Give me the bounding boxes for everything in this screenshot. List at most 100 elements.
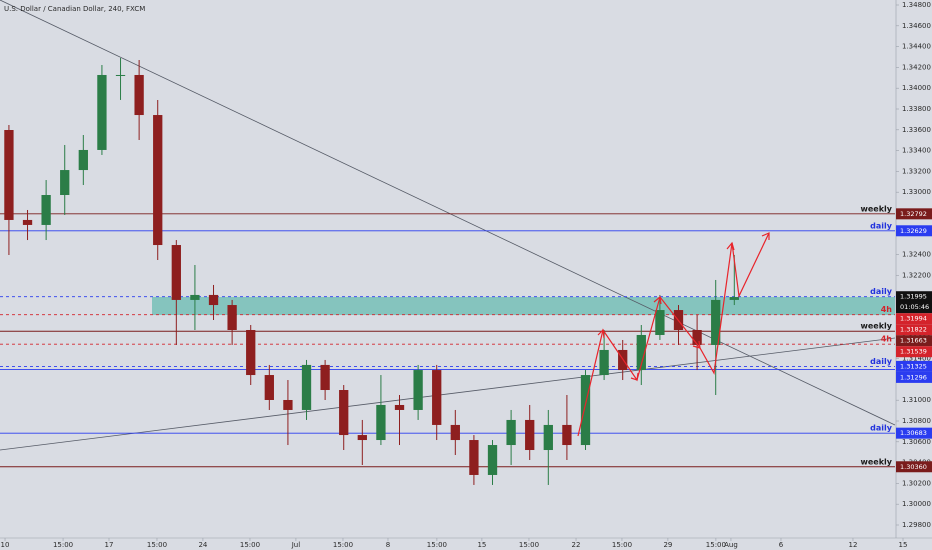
price-tag	[896, 360, 932, 372]
level-label: 4h	[881, 305, 893, 314]
candle-body	[711, 299, 721, 345]
price-tag-label: 1.30683	[900, 429, 927, 437]
x-tick-label: 15:00	[333, 541, 353, 549]
candle-body	[320, 364, 330, 391]
x-tick-label: 8	[386, 541, 390, 549]
x-tick-label: 29	[663, 541, 672, 549]
x-tick-label: 17	[105, 541, 114, 549]
candle-body	[134, 74, 144, 116]
x-tick-label: 10	[1, 541, 10, 549]
candle-body	[562, 424, 572, 446]
candle-body	[580, 375, 591, 446]
candle-body	[41, 195, 51, 225]
candle-body	[246, 329, 256, 376]
y-tick-label: 1.33200	[902, 167, 931, 175]
arrow-head	[761, 232, 770, 240]
y-tick-label: 1.31400	[902, 355, 931, 363]
price-tag-label: 1.31822	[900, 326, 927, 334]
x-tick-label: 15:00	[427, 541, 447, 549]
y-tick-label: 1.30800	[902, 417, 931, 425]
y-tick-label: 1.33800	[902, 105, 931, 113]
price-tag-label: 1.31296	[900, 373, 927, 381]
y-tick-label: 1.33000	[902, 188, 931, 196]
price-tag-label: 1.31995	[900, 293, 927, 301]
y-tick-label: 1.30000	[902, 500, 931, 508]
x-tick-label: 15:00	[240, 541, 260, 549]
candle-body	[97, 74, 107, 150]
x-tick-label: 22	[572, 541, 581, 549]
candle-body	[153, 115, 163, 246]
y-tick-label: 1.30600	[902, 438, 931, 446]
arrow-head	[630, 372, 639, 381]
price-tag	[896, 461, 932, 473]
level-label: weekly	[860, 204, 892, 213]
candle-body	[692, 329, 702, 345]
y-tick-label: 1.32200	[902, 271, 931, 279]
candle-body	[543, 424, 553, 451]
price-tag	[896, 346, 932, 358]
demand-zone	[152, 297, 895, 315]
x-tick-label: 24	[198, 541, 207, 549]
x-tick-label: 15	[899, 541, 908, 549]
y-tick-label: 1.33400	[902, 147, 931, 155]
x-tick-label: 15:00	[612, 541, 632, 549]
price-tag-label: 1.31539	[900, 348, 927, 356]
candle-body	[22, 219, 33, 225]
trend-line	[0, 0, 896, 426]
y-tick-label: 1.31000	[902, 396, 931, 404]
candle-body	[636, 334, 646, 371]
candle-body	[525, 419, 535, 451]
y-tick-label: 1.29800	[902, 521, 931, 529]
candle-body	[357, 435, 367, 441]
arrow-head	[597, 328, 605, 339]
price-tag	[896, 371, 932, 383]
candle-body	[729, 297, 739, 300]
candle-body	[60, 170, 70, 196]
candle-body	[115, 74, 126, 76]
level-label: 4h	[881, 335, 893, 344]
price-tag-label: 1.31994	[900, 315, 927, 323]
price-tag-label: 1.31325	[900, 362, 927, 370]
candle-body	[264, 375, 274, 400]
candle-body	[283, 399, 293, 410]
arrow-head	[726, 241, 735, 251]
candle-body	[432, 370, 442, 425]
x-tick-label: 15:00	[519, 541, 539, 549]
projection-arrows	[577, 232, 770, 437]
level-label: weekly	[860, 457, 892, 466]
x-tick-label: 15	[477, 541, 486, 549]
level-label: daily	[870, 424, 893, 433]
price-tag	[896, 313, 932, 325]
countdown-label: 01:05:46	[900, 303, 929, 311]
candle-body	[506, 419, 516, 446]
candle-body	[301, 364, 312, 410]
y-tick-label: 1.30200	[902, 479, 931, 487]
price-tag	[896, 291, 932, 314]
candle-body	[599, 349, 609, 376]
y-tick-label: 1.34200	[902, 63, 931, 71]
trend-line	[0, 337, 896, 451]
level-label: daily	[870, 221, 893, 230]
level-label: daily	[870, 357, 893, 366]
arrow-head	[692, 340, 701, 349]
plot-area	[0, 58, 895, 485]
price-tag-label: 1.30360	[900, 463, 927, 471]
candle-body	[487, 445, 498, 475]
x-tick-label: 12	[849, 541, 858, 549]
candle-body	[4, 130, 14, 220]
x-tick-label: Jul	[291, 541, 301, 549]
price-tag-label: 1.32629	[900, 227, 927, 235]
candle-body	[208, 294, 219, 306]
price-tag	[896, 208, 932, 220]
y-tick-label: 1.33600	[902, 126, 931, 134]
candle-body	[450, 424, 460, 441]
price-tag-label: 1.32792	[900, 210, 927, 218]
x-tick-label: Aug	[724, 541, 738, 549]
x-tick-label: 15:00	[53, 541, 73, 549]
candle-body	[376, 404, 386, 441]
x-tick-label: 15:00	[706, 541, 726, 549]
candle-body	[171, 245, 181, 300]
